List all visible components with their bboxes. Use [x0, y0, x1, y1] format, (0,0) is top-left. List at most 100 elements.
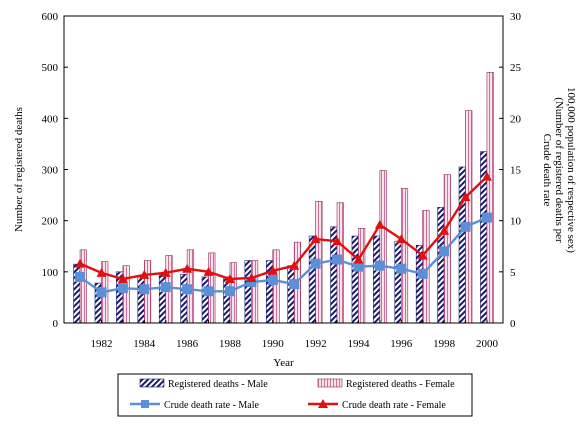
point-crude-female-1988 [224, 273, 235, 283]
y-tick-label-100: 100 [42, 267, 59, 279]
point-crude-female-1989 [246, 272, 257, 282]
y2-tick-label-5: 5 [510, 267, 516, 279]
y2-tick-label-30: 30 [510, 11, 522, 23]
point-crude-female-1999 [460, 192, 471, 202]
y2-tick-label-25: 25 [510, 62, 522, 74]
bar-male-1987 [201, 276, 209, 324]
point-crude-female-1985 [160, 267, 171, 277]
bar-male-1998 [437, 207, 445, 324]
point-crude-male-1986 [182, 284, 193, 295]
bar-female-2000 [486, 71, 494, 324]
x-tick-label-1998: 1998 [433, 338, 456, 350]
bar-male-1989 [244, 260, 252, 324]
bar-male-1986 [180, 274, 188, 324]
y2-axis-title-line-3: 100,000 population of respective sex) [565, 87, 577, 253]
legend-label-male-bar: Registered deaths - Male [168, 379, 268, 390]
point-crude-male-1992 [310, 258, 321, 269]
point-crude-female-1997 [417, 250, 428, 260]
bar-female-1996 [400, 188, 409, 324]
point-crude-female-1990 [267, 265, 278, 275]
bar-female-1990 [272, 249, 280, 324]
legend-marker-female-line [318, 399, 328, 408]
bar-male-1992 [308, 235, 316, 324]
point-crude-female-1984 [139, 269, 150, 279]
point-crude-female-1987 [203, 266, 214, 276]
plot-area [73, 71, 494, 324]
point-crude-female-1992 [310, 234, 321, 244]
x-tick-label-1984: 1984 [133, 338, 156, 350]
point-crude-male-1991 [289, 279, 300, 290]
point-crude-male-1990 [267, 275, 278, 286]
point-crude-female-1998 [439, 225, 450, 235]
point-crude-male-2000 [481, 212, 492, 223]
point-crude-female-1986 [182, 263, 193, 273]
legend-label-male-line: Crude death rate - Male [164, 400, 260, 411]
point-crude-female-1991 [289, 260, 300, 270]
bar-male-1995 [373, 235, 381, 324]
x-tick-label-1986: 1986 [176, 338, 199, 350]
y-tick-label-600: 600 [42, 11, 59, 23]
legend-swatch-female-bar [317, 378, 343, 388]
legend-marker-male-line [141, 400, 149, 408]
y2-tick-label-15: 15 [510, 165, 522, 177]
bar-male-1996 [394, 240, 402, 324]
y2-tick-label-0: 0 [510, 318, 516, 330]
y2-axis-title-line-2: (Number of registered deaths per [553, 97, 565, 243]
bar-male-1985 [158, 274, 167, 324]
y2-axis-title-line-1: Crude death rate [541, 134, 553, 207]
y2-tick-label-20: 20 [510, 113, 522, 125]
point-crude-male-1981 [75, 271, 86, 282]
x-tick-label-1994: 1994 [347, 338, 370, 350]
point-crude-male-1995 [374, 260, 385, 271]
y-axis-title: Number of registered deaths [13, 107, 25, 232]
point-crude-male-1993 [332, 254, 343, 265]
point-crude-female-1996 [396, 234, 407, 244]
point-crude-male-1988 [224, 286, 235, 297]
point-crude-female-1982 [96, 267, 107, 277]
bar-male-1991 [287, 265, 295, 324]
x-tick-label-1996: 1996 [390, 338, 413, 350]
legend: Registered deaths - Male Registered death… [117, 373, 473, 417]
y-tick-label-0: 0 [53, 318, 59, 330]
point-crude-male-1997 [417, 268, 428, 279]
point-crude-male-1994 [353, 261, 364, 272]
x-axis-title: Year [273, 357, 294, 369]
x-tick-label-2000: 2000 [476, 338, 499, 350]
point-crude-male-1982 [96, 287, 107, 298]
bar-female-1994 [358, 228, 366, 324]
line-crude-female [79, 175, 488, 281]
x-tick-label-1988: 1988 [219, 338, 242, 350]
x-tick-label-1990: 1990 [262, 338, 285, 350]
bar-male-1999 [458, 166, 466, 324]
x-tick-label-1992: 1992 [305, 338, 327, 350]
axes: 0 100 200 300 400 500 600 0 5 10 15 20 25 30 1982 1984 1… [13, 11, 577, 369]
point-crude-female-1981 [75, 258, 86, 268]
y2-tick-label-10: 10 [510, 216, 522, 228]
bar-female-1999 [465, 110, 473, 324]
y-tick-label-500: 500 [42, 62, 59, 74]
bar-male-1994 [351, 235, 359, 324]
point-crude-male-1989 [246, 277, 257, 288]
point-crude-female-1993 [332, 236, 343, 246]
point-crude-female-1994 [353, 254, 364, 264]
legend-box [117, 373, 473, 417]
y-tick-label-300: 300 [42, 165, 59, 177]
point-crude-male-1987 [203, 286, 214, 297]
bar-female-1995 [379, 170, 387, 324]
bar-female-1989 [251, 260, 259, 324]
bar-female-1983 [122, 265, 130, 324]
y-tick-label-200: 200 [42, 216, 59, 228]
x-tick-label-1982: 1982 [90, 338, 112, 350]
legend-label-female-line: Crude death rate - Female [342, 400, 446, 411]
point-crude-male-1983 [117, 283, 128, 294]
point-crude-male-1985 [160, 282, 171, 293]
point-crude-female-1983 [117, 273, 128, 283]
point-crude-female-2000 [481, 171, 492, 181]
bar-male-1988 [223, 276, 231, 324]
bar-male-1984 [137, 276, 145, 324]
y-tick-label-400: 400 [42, 113, 59, 125]
legend-swatch-male-bar [139, 378, 165, 388]
point-crude-male-1984 [139, 284, 150, 295]
